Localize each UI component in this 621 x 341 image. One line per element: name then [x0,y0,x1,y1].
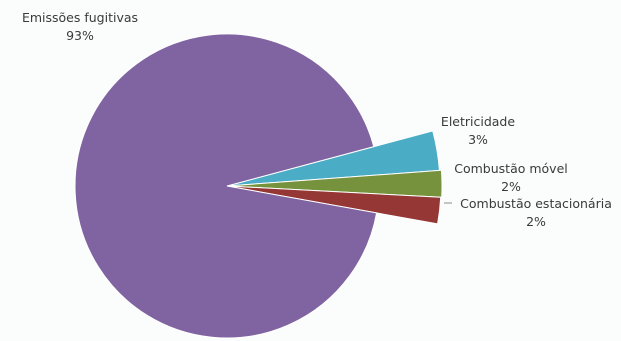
slice-label-3-value: 2% [526,214,546,229]
pie-slices [75,34,442,338]
slice-label-1-value: 3% [468,132,488,147]
slice-label-0-name: Emissões fugitivas [22,10,138,25]
slice-label-3-name: Combustão estacionária [460,196,612,211]
slice-label-2-name: Combustão móvel [454,161,568,176]
slice-label-1-name: Eletricidade [441,114,515,129]
slice-label-2-value: 2% [501,179,521,194]
slice-label-0-value: 93% [66,28,94,43]
